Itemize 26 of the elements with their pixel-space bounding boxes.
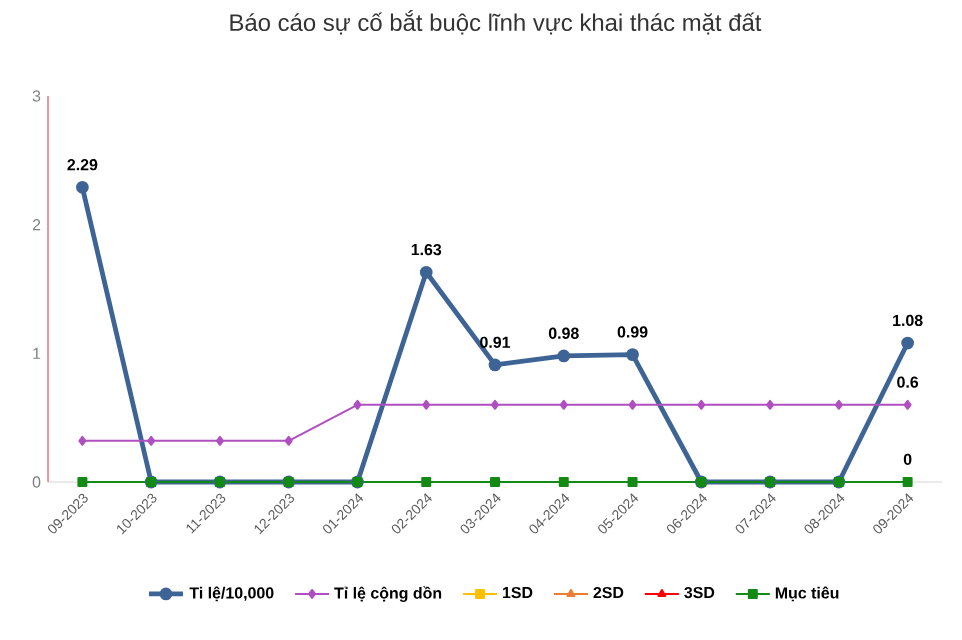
- point: [76, 180, 89, 194]
- point: [491, 399, 499, 410]
- point: [147, 435, 156, 446]
- point: [215, 435, 224, 446]
- point: [903, 399, 912, 410]
- point: [421, 477, 432, 487]
- point: [284, 435, 293, 446]
- point: [902, 477, 913, 487]
- point: [422, 399, 431, 410]
- point: [766, 399, 775, 410]
- point: [557, 349, 571, 363]
- point: [490, 477, 500, 487]
- point: [419, 265, 433, 279]
- point: [627, 477, 638, 487]
- chart-title: Báo cáo sự cố bắt buộc lĩnh vực khai thác mặt đất: [230, 10, 762, 35]
- point: [488, 358, 502, 372]
- point: [559, 399, 568, 410]
- point: [901, 336, 914, 350]
- point: [628, 399, 637, 410]
- point: [77, 477, 88, 487]
- point: [353, 399, 362, 410]
- point: [78, 435, 87, 446]
- point: [697, 399, 706, 410]
- point: [834, 399, 843, 410]
- point: [626, 348, 639, 361]
- point: [558, 477, 569, 487]
